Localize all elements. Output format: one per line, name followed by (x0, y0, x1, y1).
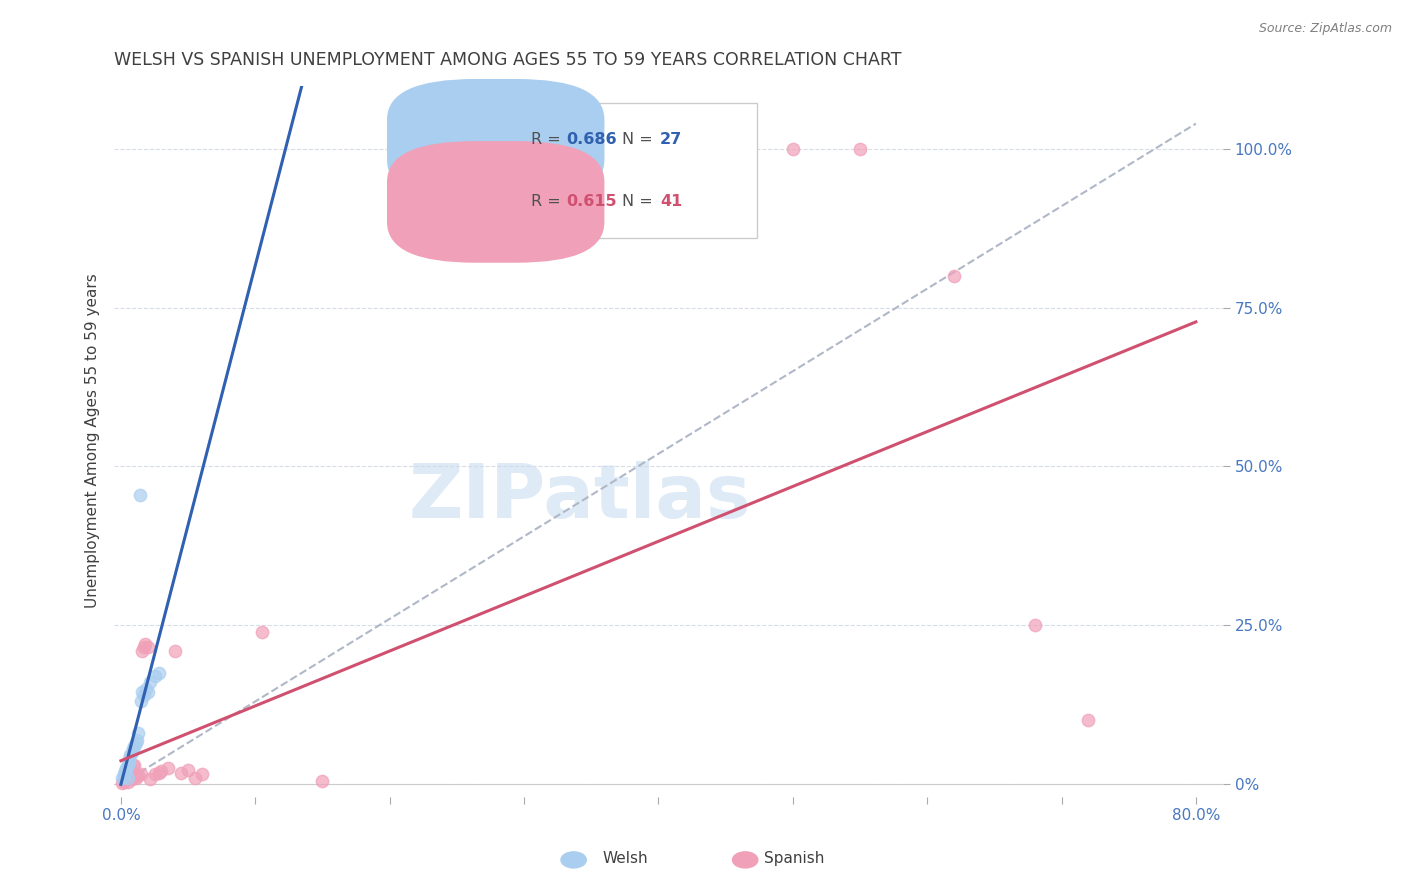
Point (120, 763, 142, 777)
Point (132, 688, 155, 702)
Point (115, 767, 138, 781)
Point (136, 640, 159, 655)
Point (114, 771, 136, 785)
Point (1077, 714, 1099, 728)
Point (143, 669, 166, 683)
Point (120, 748, 142, 763)
Point (127, 726, 149, 740)
Point (156, 761, 179, 775)
Point (148, 765, 170, 780)
Point (112, 769, 135, 783)
Point (136, 685, 159, 699)
Point (124, 758, 146, 772)
Point (127, 768, 149, 782)
Point (111, 775, 134, 789)
Point (170, 765, 193, 780)
Point (112, 773, 135, 788)
Point (124, 739, 146, 753)
Y-axis label: Unemployment Among Ages 55 to 59 years: Unemployment Among Ages 55 to 59 years (86, 274, 100, 608)
Point (1024, 618, 1046, 632)
Point (132, 640, 155, 655)
Point (177, 763, 200, 777)
Point (148, 665, 170, 680)
Point (114, 772, 136, 787)
Point (125, 732, 148, 747)
Point (184, 771, 207, 785)
Point (121, 772, 143, 786)
Point (118, 755, 141, 769)
Point (117, 775, 139, 789)
Point (112, 775, 135, 789)
Text: Spanish: Spanish (765, 852, 824, 866)
Point (112, 767, 135, 781)
Point (111, 771, 134, 785)
Point (782, 142, 804, 156)
Point (114, 766, 136, 780)
Text: WELSH VS SPANISH UNEMPLOYMENT AMONG AGES 55 TO 59 YEARS CORRELATION CHART: WELSH VS SPANISH UNEMPLOYMENT AMONG AGES… (114, 51, 901, 69)
Point (115, 761, 138, 775)
Point (190, 767, 212, 781)
Text: Welsh: Welsh (603, 852, 648, 866)
Point (118, 764, 141, 779)
Point (135, 681, 157, 696)
Point (125, 736, 148, 750)
Point (114, 764, 136, 779)
Point (114, 772, 136, 786)
Point (131, 685, 153, 699)
Point (150, 764, 173, 779)
Point (163, 643, 186, 657)
Point (118, 751, 141, 765)
Point (943, 268, 966, 283)
Point (143, 767, 166, 781)
Point (129, 694, 152, 708)
Text: Source: ZipAtlas.com: Source: ZipAtlas.com (1258, 22, 1392, 36)
Point (125, 771, 148, 785)
Point (122, 742, 145, 756)
Point (849, 142, 872, 156)
Point (120, 761, 142, 775)
Point (117, 771, 139, 785)
Point (125, 769, 148, 783)
Point (115, 769, 138, 783)
Point (250, 624, 273, 639)
Point (139, 675, 162, 690)
Point (115, 763, 138, 777)
Point (128, 488, 150, 502)
Point (129, 767, 152, 781)
Point (311, 773, 333, 788)
Point (122, 759, 145, 773)
Point (131, 643, 153, 657)
Point (134, 637, 156, 651)
Point (117, 758, 139, 772)
Point (121, 745, 143, 759)
Point (139, 772, 162, 786)
Text: ZIPatlas: ZIPatlas (409, 461, 751, 534)
Point (117, 765, 139, 780)
